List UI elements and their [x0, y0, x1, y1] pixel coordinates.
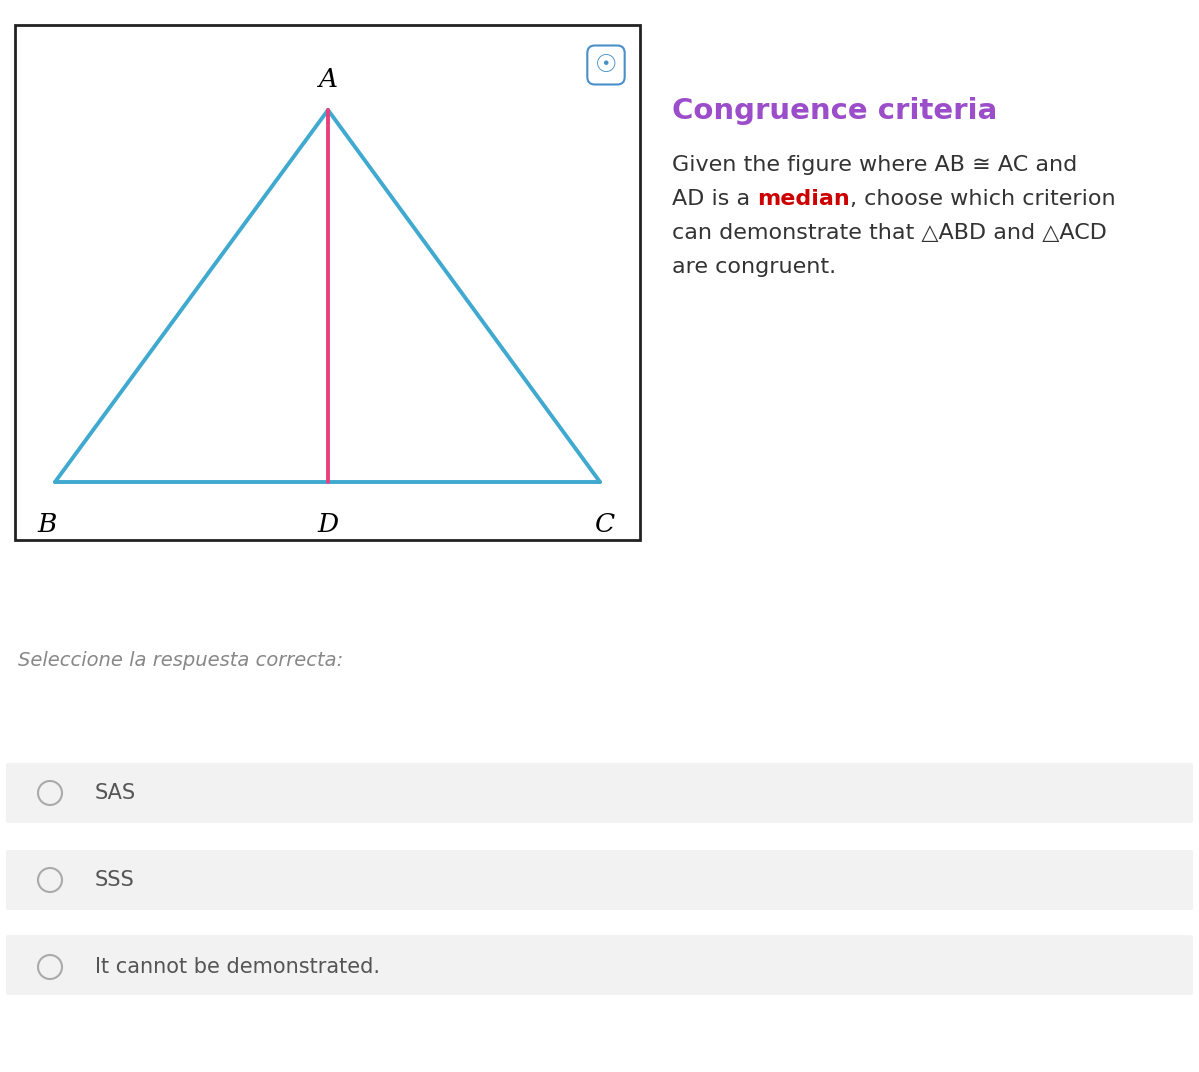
Text: B: B	[37, 512, 56, 537]
Text: SAS: SAS	[95, 783, 137, 803]
Text: A: A	[319, 66, 337, 92]
Text: Seleccione la respuesta correcta:: Seleccione la respuesta correcta:	[18, 651, 343, 670]
FancyBboxPatch shape	[6, 935, 1193, 995]
Text: Given the figure where AB ≅ AC and: Given the figure where AB ≅ AC and	[671, 155, 1077, 175]
Text: ☉: ☉	[595, 53, 617, 77]
Text: Congruence criteria: Congruence criteria	[671, 96, 998, 125]
Text: are congruent.: are congruent.	[671, 257, 836, 277]
Text: can demonstrate that △ABD and △ACD: can demonstrate that △ABD and △ACD	[671, 223, 1107, 243]
Text: SSS: SSS	[95, 870, 134, 890]
FancyBboxPatch shape	[6, 850, 1193, 910]
Bar	[16, 25, 640, 540]
Text: D: D	[318, 512, 338, 537]
Text: , choose which criterion: , choose which criterion	[850, 189, 1115, 209]
Text: median: median	[758, 189, 850, 209]
Text: AD is a: AD is a	[671, 189, 758, 209]
FancyBboxPatch shape	[6, 763, 1193, 823]
Text: It cannot be demonstrated.: It cannot be demonstrated.	[95, 957, 380, 977]
Text: C: C	[595, 512, 615, 537]
